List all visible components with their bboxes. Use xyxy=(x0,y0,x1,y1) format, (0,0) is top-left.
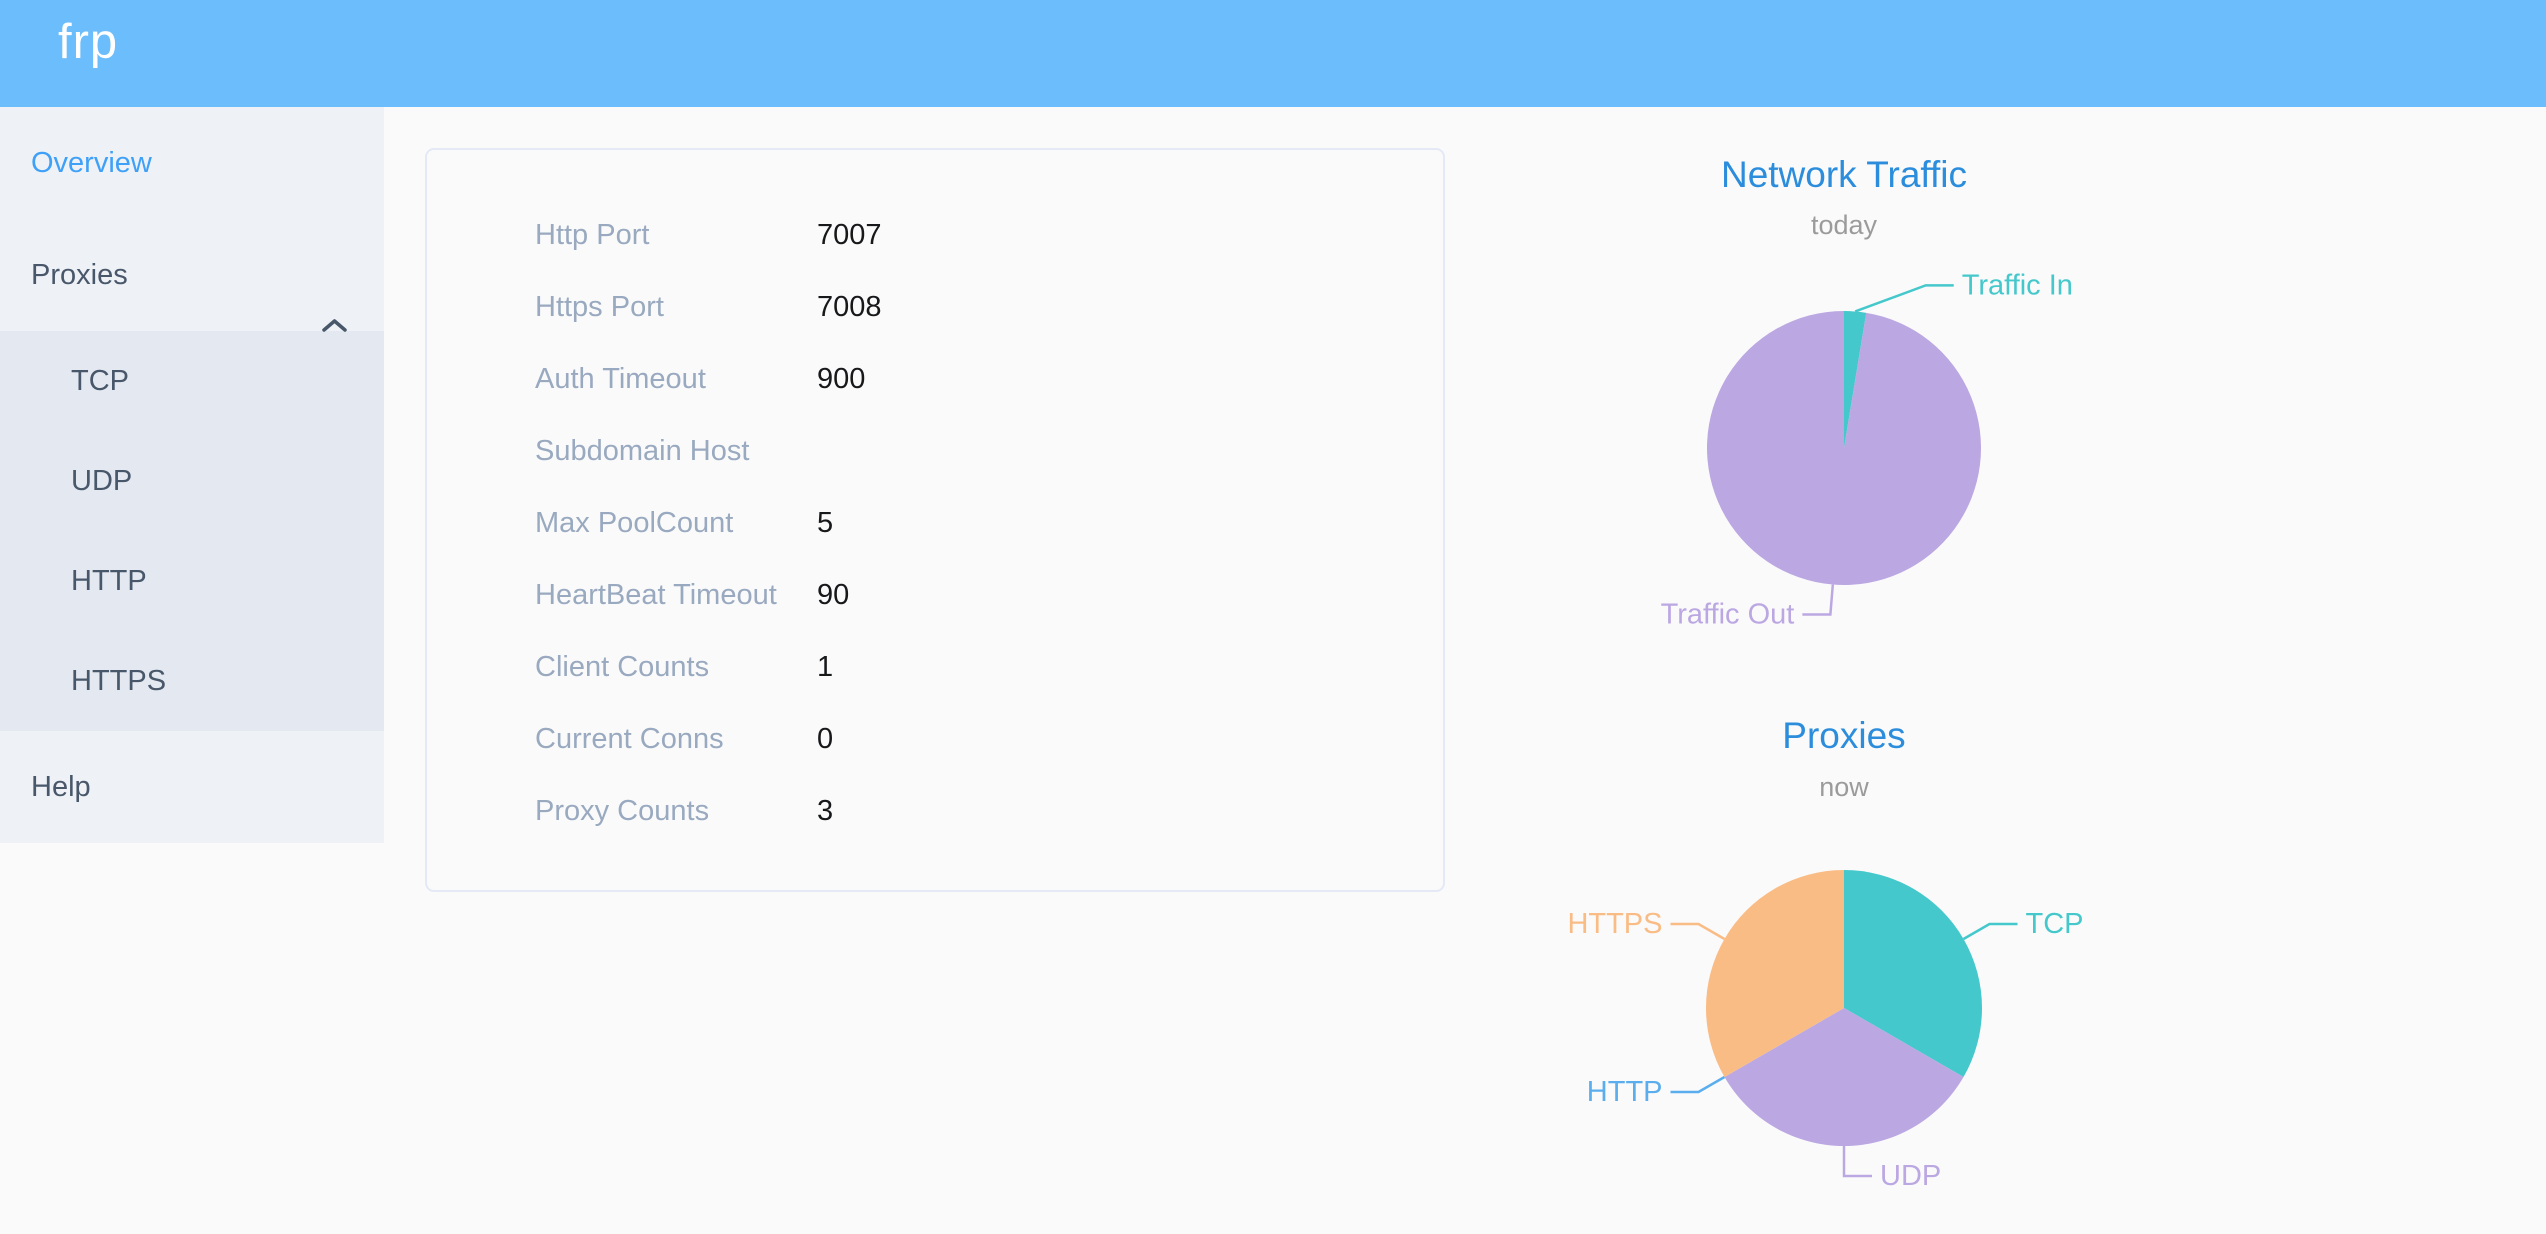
pie-slice-udp[interactable] xyxy=(1724,1008,1964,1146)
sidebar-item-help[interactable]: Help xyxy=(0,731,384,843)
pie-label-line-traffic-out xyxy=(1802,584,1835,616)
pie-label-line-https xyxy=(1670,922,1726,941)
info-row-heartbeat-timeout: HeartBeat Timeout 90 xyxy=(427,559,1443,631)
app-header: frp xyxy=(0,0,2546,107)
sidebar-item-overview[interactable]: Overview xyxy=(0,107,384,219)
info-label: Client Counts xyxy=(535,650,710,683)
info-row-max-poolcount: Max PoolCount 5 xyxy=(427,487,1443,559)
sidebar-item-proxies[interactable]: Proxies xyxy=(0,219,384,332)
info-label: Http Port xyxy=(535,218,650,251)
pie-label-line-tcp xyxy=(1962,922,2018,941)
pie-label-line-udp xyxy=(1842,1146,1872,1178)
pie-label-line-http xyxy=(1670,1075,1726,1094)
info-label: HeartBeat Timeout xyxy=(535,578,777,611)
info-row-https-port: Https Port 7008 xyxy=(427,271,1443,343)
info-label: Https Port xyxy=(535,290,664,323)
info-value: 7008 xyxy=(817,290,882,323)
proxies-submenu: TCP UDP HTTP HTTPS xyxy=(0,331,384,731)
proxies-pie-chart: TCP UDP HTTP HTTPS xyxy=(1567,870,2083,1192)
chevron-up-icon xyxy=(321,268,348,380)
sidebar-item-udp[interactable]: UDP xyxy=(0,431,384,531)
app-logo: frp xyxy=(58,15,119,69)
info-value: 900 xyxy=(817,362,866,395)
pie-label-tcp: TCP xyxy=(2025,908,2083,940)
pie-slice-tcp[interactable] xyxy=(1844,870,1982,1077)
server-info-card: Http Port 7007 Https Port 7008 Auth Time… xyxy=(425,148,1445,892)
pie-label-line-traffic-in xyxy=(1854,284,1954,313)
sidebar-item-label: HTTP xyxy=(71,565,147,597)
sidebar-item-label: TCP xyxy=(71,365,129,397)
sidebar-item-label: Help xyxy=(31,771,91,803)
info-value: 1 xyxy=(817,650,834,683)
sidebar: Overview Proxies TCP UDP HTTP HTTPS Help xyxy=(0,107,384,843)
info-label: Max PoolCount xyxy=(535,506,734,539)
info-row-subdomain-host: Subdomain Host xyxy=(427,415,1443,487)
info-label: Current Conns xyxy=(535,722,724,755)
sidebar-item-label: HTTPS xyxy=(71,665,167,697)
info-row-auth-timeout: Auth Timeout 900 xyxy=(427,343,1443,415)
sidebar-item-tcp[interactable]: TCP xyxy=(0,331,384,431)
sidebar-item-label: Overview xyxy=(31,147,152,179)
pie-label-https: HTTPS xyxy=(1567,908,1662,940)
pie-slice-traffic-in[interactable] xyxy=(1844,311,1867,448)
pie-label-traffic-out: Traffic Out xyxy=(1661,598,1795,630)
info-label: Subdomain Host xyxy=(535,434,750,467)
proxies-chart-title: Proxies xyxy=(1782,715,1906,756)
info-row-http-port: Http Port 7007 xyxy=(427,199,1443,271)
sidebar-item-label: UDP xyxy=(71,465,133,497)
info-value: 90 xyxy=(817,578,850,611)
pie-label-traffic-in: Traffic In xyxy=(1962,269,2073,301)
proxies-chart-subtitle: now xyxy=(1819,772,1869,802)
network-traffic-chart-title: Network Traffic xyxy=(1720,154,1968,195)
pie-label-http: HTTP xyxy=(1587,1076,1663,1108)
info-row-proxy-counts: Proxy Counts 3 xyxy=(427,775,1443,847)
sidebar-item-https[interactable]: HTTPS xyxy=(0,631,384,731)
network-traffic-pie-chart: Traffic In Traffic Out xyxy=(1661,269,2073,630)
sidebar-item-http[interactable]: HTTP xyxy=(0,531,384,631)
info-row-current-conns: Current Conns 0 xyxy=(427,703,1443,775)
network-traffic-chart-subtitle: today xyxy=(1810,210,1878,240)
pie-label-udp: UDP xyxy=(1880,1160,1941,1192)
info-row-client-counts: Client Counts 1 xyxy=(427,631,1443,703)
info-value: 3 xyxy=(817,794,834,827)
pie-slice-traffic-out[interactable] xyxy=(1706,311,1981,585)
info-value: 0 xyxy=(817,722,834,755)
pie-slice-https[interactable] xyxy=(1706,870,1844,1077)
sidebar-item-label: Proxies xyxy=(31,259,128,291)
info-label: Proxy Counts xyxy=(535,794,710,827)
info-label: Auth Timeout xyxy=(535,362,706,395)
info-value: 7007 xyxy=(817,218,882,251)
info-value: 5 xyxy=(817,506,834,539)
